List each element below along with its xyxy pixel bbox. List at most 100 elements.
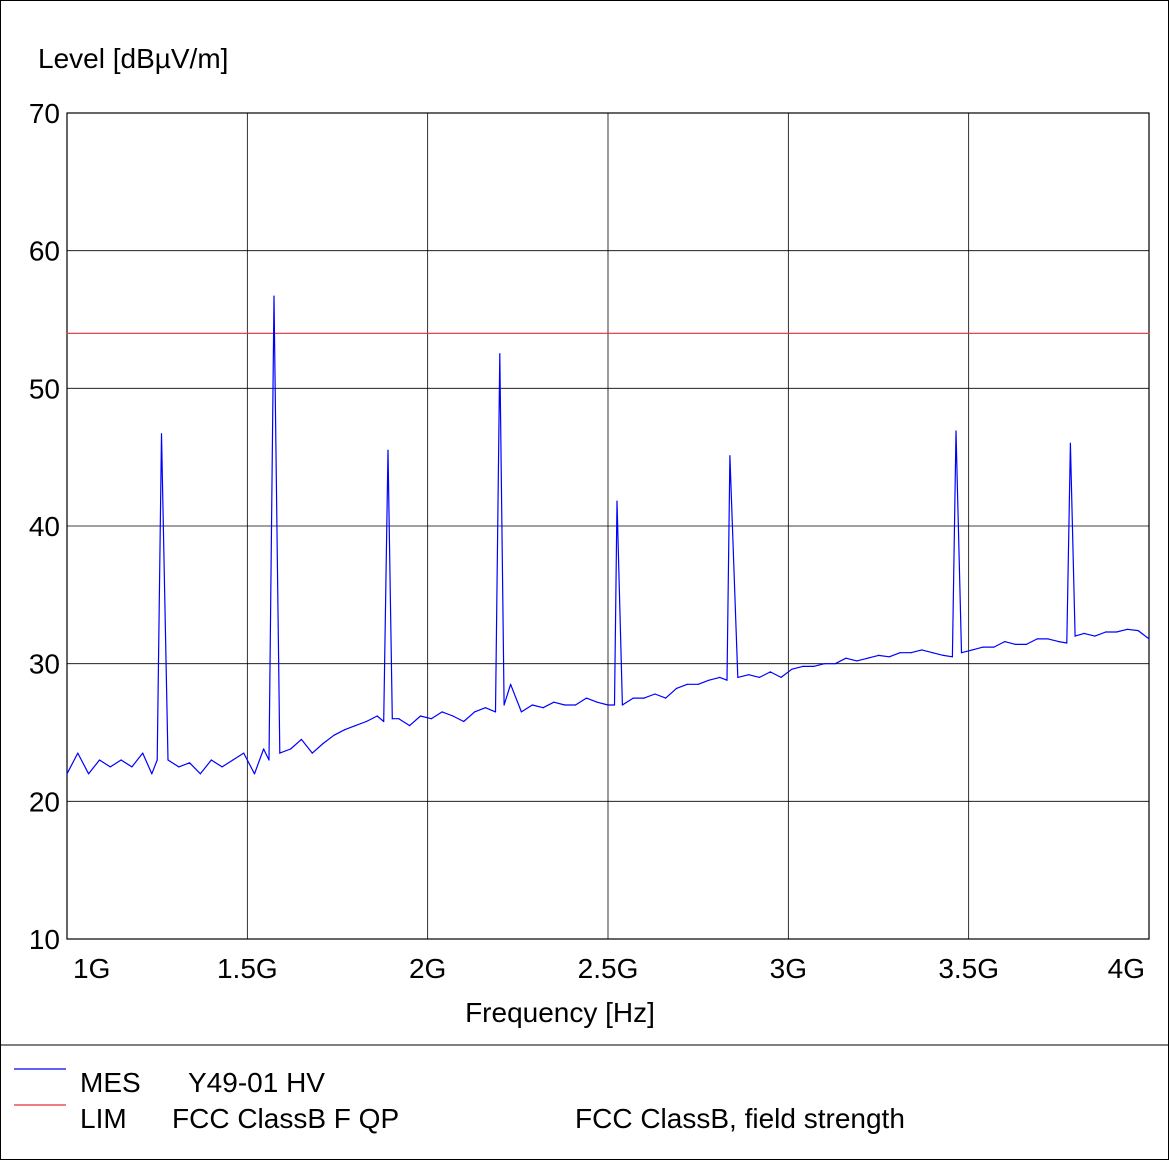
data-point-mes-21 [268,759,270,761]
data-point-mes-74 [758,676,761,679]
data-point-mes-94 [960,652,963,654]
data-point-mes-109 [1105,631,1107,633]
data-point-mes-76 [780,676,782,679]
data-point-mes-33 [383,720,385,723]
x-tick-label-2.5G: 2.5G [578,953,639,984]
data-point-mes-38 [419,715,422,717]
data-point-mes-101 [1036,638,1038,640]
data-point-mes-25 [300,738,302,741]
y-axis-label: Level [dBµV/m] [38,43,228,74]
x-tick-label-4G: 4G [1108,953,1145,984]
data-point-mes-1 [77,752,79,754]
data-point-mes-29 [344,729,346,731]
y-tick-label-40: 40 [29,511,60,542]
x-tick-label-3.5G: 3.5G [938,953,999,984]
y-tick-label-50: 50 [29,373,60,404]
legend-name-lim: LIM [80,1103,127,1134]
legend-label-lim: FCC ClassB F QP [172,1103,399,1134]
data-point-mes-9 [156,759,158,761]
data-point-mes-27 [322,742,324,745]
data-point-mes-80 [823,663,826,665]
data-point-mes-57 [607,704,609,706]
x-tick-label-3G: 3G [770,953,807,984]
data-point-mes-28 [333,734,335,736]
data-point-mes-91 [942,654,945,657]
data-point-mes-83 [856,660,858,662]
data-point-mes-104 [1066,642,1068,644]
legend-description-lim: FCC ClassB, field strength [575,1103,905,1134]
data-point-mes-77 [791,668,793,670]
data-point-mes-51 [542,707,544,709]
data-point-mes-111 [1126,628,1128,630]
data-point-mes-70 [726,679,728,681]
data-point-mes-54 [574,704,577,706]
data-point-mes-88 [910,652,912,654]
data-point-mes-97 [993,646,995,648]
data-point-mes-41 [452,715,454,717]
data-point-mes-34 [387,449,389,451]
data-point-mes-68 [708,679,710,681]
y-tick-label-10: 10 [29,924,60,955]
data-point-mes-55 [585,697,588,699]
data-point-mes-90 [932,652,934,654]
data-point-mes-15 [210,759,212,761]
data-point-mes-93 [955,430,957,432]
data-point-mes-66 [686,683,688,685]
data-point-mes-84 [867,657,869,659]
data-point-mes-6 [131,766,133,768]
data-point-mes-18 [243,752,245,754]
data-point-mes-43 [474,711,476,713]
data-point-mes-37 [409,725,411,727]
data-point-mes-3 [98,759,101,761]
legend-name-mes: MES [80,1067,141,1098]
x-axis-label: Frequency [Hz] [465,997,655,1028]
data-point-mes-110 [1115,631,1118,633]
data-point-mes-96 [982,646,984,648]
data-point-mes-4 [109,766,111,768]
data-point-mes-105 [1069,442,1071,444]
series-lim [66,332,1150,334]
data-point-mes-85 [877,654,880,657]
data-point-mes-13 [189,762,191,764]
y-tick-label-30: 30 [29,649,60,680]
data-point-mes-113 [1148,638,1150,640]
data-point-mes-11 [167,759,169,761]
data-point-mes-59 [616,500,618,502]
legend: MES Y49-01 HV LIM FCC ClassB F QP FCC Cl… [14,1067,905,1134]
data-point-mes-20 [263,748,265,750]
data-point-mes-16 [221,766,223,768]
data-point-mes-67 [697,683,699,685]
grid-lines [66,112,1150,940]
data-point-mes-32 [376,715,378,717]
data-point-mes-112 [1137,630,1139,632]
data-point-mes-53 [564,704,566,706]
data-point-mes-19 [253,773,256,775]
data-point-mes-8 [151,773,153,775]
x-tick-label-2G: 2G [409,953,446,984]
data-point-mes-62 [643,697,645,699]
data-point-mes-47 [503,704,505,706]
data-point-mes-7 [142,752,144,754]
data-point-mes-17 [232,759,234,761]
data-point-mes-40 [441,711,443,713]
data-point-mes-64 [665,697,667,699]
data-point-mes-44 [484,707,486,709]
data-point-mes-82 [845,657,847,659]
data-point-mes-45 [494,711,497,713]
legend-label-mes: Y49-01 HV [188,1067,325,1098]
data-point-mes-46 [499,353,501,355]
series-mes [66,295,1150,775]
data-point-mes-2 [88,773,90,775]
data-point-mes-36 [398,718,400,720]
data-point-mes-106 [1074,635,1076,637]
data-point-mes-73 [748,674,750,676]
series-layer [66,295,1150,775]
data-point-mes-39 [430,718,432,720]
data-point-mes-22 [273,295,275,297]
data-point-mes-23 [279,752,281,754]
data-point-mes-79 [813,665,815,668]
data-point-mes-75 [769,671,771,673]
x-tick-labels: 1G 1.5G 2G 2.5G 3G 3.5G 4G [73,953,1145,984]
